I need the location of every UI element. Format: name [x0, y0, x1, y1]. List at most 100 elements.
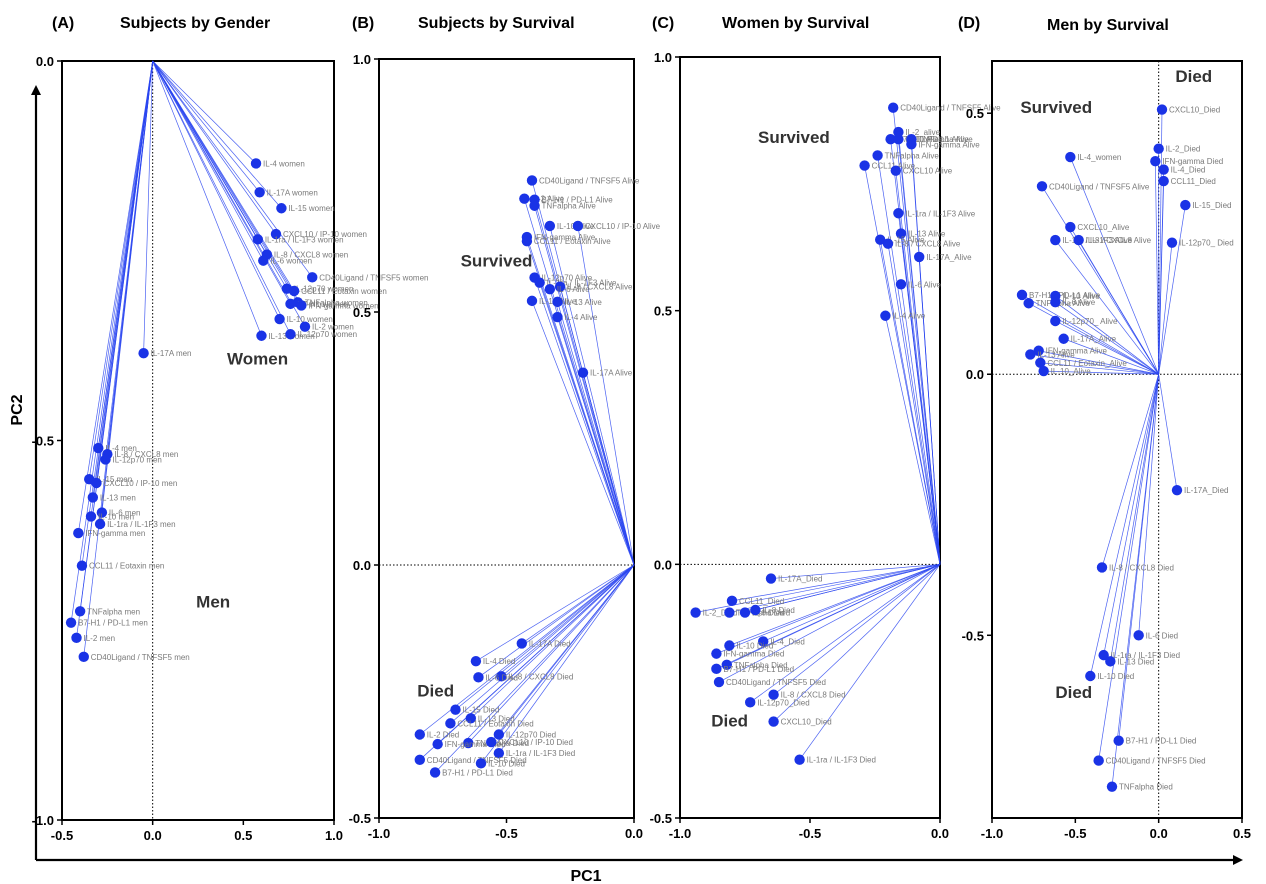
point-label: IL-10 Died — [488, 759, 525, 768]
loading-vector — [1040, 362, 1159, 375]
loading-vector — [877, 155, 941, 565]
y-tick-label: 1.0 — [353, 52, 371, 67]
data-point — [1016, 289, 1028, 301]
group-annotation: Survived — [758, 128, 830, 147]
data-point — [96, 507, 108, 518]
data-point — [713, 676, 725, 688]
data-point — [1033, 345, 1044, 356]
loading-vector — [76, 60, 154, 638]
point-label: CXCL10_Died — [1169, 106, 1220, 115]
point-label: B7-H1 / PD-L1 Alive — [898, 135, 970, 144]
point-label: IL-1ra / IL-1F3 women — [265, 235, 344, 244]
point-label: IL-4_Died — [770, 637, 805, 646]
point-label: IL-10 men — [98, 512, 134, 521]
group-annotation: Men — [196, 592, 230, 611]
data-point — [893, 208, 904, 219]
y-tick-label: -1.0 — [32, 813, 54, 828]
data-point — [554, 281, 566, 292]
loading-vector — [577, 225, 635, 566]
panel-c: (C) Women by Survival -1.0 -0.5 0.01.00.50… — [650, 15, 1002, 841]
point-label: CD40Ligand / TNFSF5 Died — [726, 678, 826, 687]
loading-vector — [716, 564, 941, 670]
point-label: IL-2_Died — [1166, 145, 1201, 154]
point-label: CD40Ligand / TNFSF5 men — [91, 653, 190, 662]
loading-vector — [88, 60, 154, 480]
point-label: IL-12p70 Died — [506, 731, 556, 740]
data-point — [288, 285, 300, 297]
x-tick-label: -0.5 — [495, 826, 517, 841]
data-point — [552, 296, 563, 308]
loading-vector — [152, 60, 302, 306]
point-label: IL-15 Alive — [887, 236, 925, 245]
point-label: IL-12p70 women — [297, 330, 357, 339]
loading-vector — [755, 563, 941, 611]
data-point — [74, 606, 86, 617]
data-point — [750, 604, 761, 616]
point-label: IL-12p70_ Died — [1179, 239, 1234, 248]
data-point — [1038, 365, 1049, 377]
point-label: IL-6 women — [270, 257, 312, 266]
loading-vector — [143, 60, 154, 354]
point-label: IL-10 Alive — [905, 135, 943, 144]
loading-vector — [729, 564, 941, 646]
loading-vector — [799, 564, 941, 760]
loading-vector — [480, 564, 635, 764]
loading-vector — [582, 372, 635, 566]
data-point — [859, 160, 870, 171]
point-label: CCL11 / Eotaxin women — [301, 287, 387, 296]
data-point — [445, 718, 456, 729]
data-point — [872, 150, 883, 161]
data-point — [432, 738, 443, 750]
point-label: TNFalpha Died — [736, 609, 790, 618]
data-point — [572, 220, 584, 232]
loading-vector — [77, 60, 154, 534]
data-point — [768, 689, 779, 700]
data-point — [1073, 234, 1084, 246]
loading-vector — [152, 60, 277, 235]
loading-vector — [490, 564, 635, 743]
point-label: IL-10 women — [287, 315, 333, 324]
data-point — [78, 651, 89, 663]
data-point — [880, 310, 891, 321]
loading-vector — [773, 564, 941, 722]
point-label: IL-6 Alive — [1062, 298, 1095, 307]
loading-vector — [152, 60, 282, 209]
point-label: B7-H1 / PD-L1 Alive — [1029, 291, 1101, 300]
loading-vector — [885, 315, 941, 565]
point-label: B7-H1 / PD-L1 men — [78, 619, 148, 628]
data-point — [758, 636, 769, 647]
loading-vector — [900, 284, 941, 565]
point-label: IL-15 women — [288, 204, 334, 213]
data-point — [745, 697, 756, 708]
point-label: B7-H1 / PD-L1 Died — [723, 665, 794, 674]
data-point — [544, 220, 556, 232]
loading-vector — [749, 564, 941, 703]
pc2-axis-label: PC2 — [9, 394, 26, 425]
loading-vector — [81, 60, 154, 566]
loading-vector — [83, 60, 154, 657]
point-label: IL-4 men — [105, 444, 137, 453]
loading-vector — [539, 282, 635, 566]
panel-d: (D) Men by Survival -1.0 -0.5 0.0 0.5 0.5 0.0… — [958, 15, 1251, 841]
point-label: IL-17A_Died — [778, 575, 822, 584]
data-point — [726, 595, 738, 607]
data-point — [429, 767, 441, 778]
point-label: CXCL10_Died — [781, 718, 832, 727]
data-point — [450, 704, 461, 715]
point-label: IL-8 / CXCL8 Alive — [895, 240, 961, 249]
data-point — [465, 713, 476, 724]
data-point — [296, 300, 307, 311]
point-label: CXCL10 / IP-10 men — [103, 479, 177, 488]
data-point — [1025, 349, 1036, 360]
loading-vector — [152, 60, 313, 278]
data-point — [85, 511, 97, 522]
point-label: CD40Ligand / TNFSF5 Died — [1106, 757, 1206, 766]
point-label: IFN-gamma Alive — [1046, 347, 1108, 356]
data-point — [885, 133, 896, 145]
data-point — [529, 200, 540, 211]
loading-vector — [1038, 350, 1159, 375]
data-point — [463, 737, 474, 749]
panel-b: (B) Subjects by Survival -1.0 -0.5 0.01.00… — [349, 15, 661, 841]
data-point — [1085, 670, 1096, 682]
point-label: IL-13 Alive — [1037, 350, 1075, 359]
